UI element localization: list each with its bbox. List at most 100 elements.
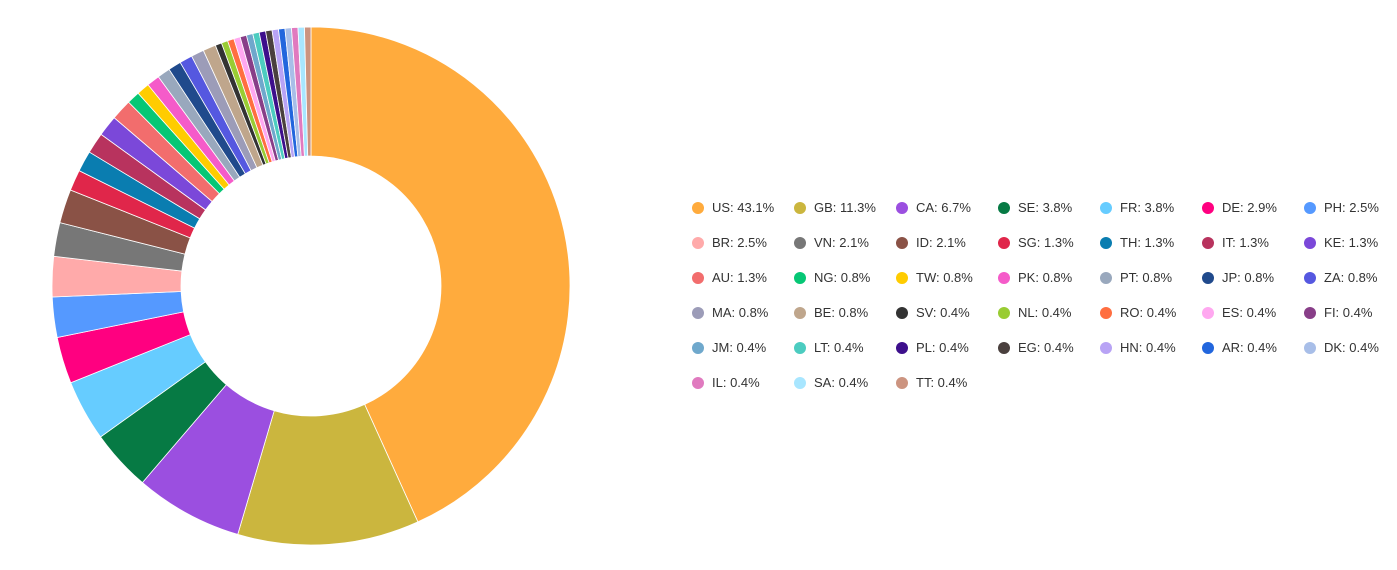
legend-label: NL: 0.4% (1018, 305, 1072, 320)
legend-label: DK: 0.4% (1324, 340, 1379, 355)
legend-dot (1100, 237, 1112, 249)
legend-item-id[interactable]: ID: 2.1% (896, 234, 998, 269)
legend-dot (1100, 272, 1112, 284)
legend-dot (998, 307, 1010, 319)
legend-dot (998, 342, 1010, 354)
legend-dot (692, 342, 704, 354)
legend-item-nl[interactable]: NL: 0.4% (998, 304, 1100, 339)
legend-item-tt[interactable]: TT: 0.4% (896, 374, 998, 409)
legend-label: PK: 0.8% (1018, 270, 1073, 285)
legend-dot (1304, 272, 1316, 284)
legend-label: BR: 2.5% (712, 235, 767, 250)
legend-label: HN: 0.4% (1120, 340, 1176, 355)
legend-item-ke[interactable]: KE: 1.3% (1304, 234, 1397, 269)
legend-item-sg[interactable]: SG: 1.3% (998, 234, 1100, 269)
legend-label: CA: 6.7% (916, 200, 971, 215)
legend-dot (1202, 342, 1214, 354)
legend-dot (896, 237, 908, 249)
legend-item-eg[interactable]: EG: 0.4% (998, 339, 1100, 374)
legend-label: AR: 0.4% (1222, 340, 1277, 355)
legend-label: SA: 0.4% (814, 375, 869, 390)
legend-item-ro[interactable]: RO: 0.4% (1100, 304, 1202, 339)
legend-item-pk[interactable]: PK: 0.8% (998, 269, 1100, 304)
legend-dot (998, 202, 1010, 214)
legend-item-gb[interactable]: GB: 11.3% (794, 199, 896, 234)
legend-item-ar[interactable]: AR: 0.4% (1202, 339, 1304, 374)
legend-dot (1304, 237, 1316, 249)
legend-label: SV: 0.4% (916, 305, 970, 320)
legend-item-sv[interactable]: SV: 0.4% (896, 304, 998, 339)
legend-dot (896, 307, 908, 319)
legend-item-vn[interactable]: VN: 2.1% (794, 234, 896, 269)
legend-label: MA: 0.8% (712, 305, 769, 320)
legend-label: TH: 1.3% (1120, 235, 1175, 250)
legend-label: ZA: 0.8% (1324, 270, 1378, 285)
legend-label: SE: 3.8% (1018, 200, 1073, 215)
legend-item-ng[interactable]: NG: 0.8% (794, 269, 896, 304)
legend-dot (1100, 307, 1112, 319)
legend-item-fr[interactable]: FR: 3.8% (1100, 199, 1202, 234)
legend-dot (794, 342, 806, 354)
legend-label: IT: 1.3% (1222, 235, 1269, 250)
legend-dot (896, 377, 908, 389)
legend-item-be[interactable]: BE: 0.8% (794, 304, 896, 339)
chart-legend: US: 43.1% GB: 11.3% CA: 6.7% SE: 3.8% FR: 3.… (692, 199, 1392, 409)
slice-tt[interactable] (304, 26, 312, 157)
legend-label: PH: 2.5% (1324, 200, 1379, 215)
legend-dot (692, 237, 704, 249)
legend-item-fi[interactable]: FI: 0.4% (1304, 304, 1397, 339)
legend-item-br[interactable]: BR: 2.5% (692, 234, 794, 269)
legend-label: TT: 0.4% (916, 375, 968, 390)
legend-label: EG: 0.4% (1018, 340, 1074, 355)
legend-item-tw[interactable]: TW: 0.8% (896, 269, 998, 304)
legend-item-il[interactable]: IL: 0.4% (692, 374, 794, 409)
legend-item-hn[interactable]: HN: 0.4% (1100, 339, 1202, 374)
legend-item-us[interactable]: US: 43.1% (692, 199, 794, 234)
legend-label: GB: 11.3% (814, 200, 876, 215)
legend-dot (896, 272, 908, 284)
legend-dot (794, 307, 806, 319)
legend-label: PT: 0.8% (1120, 270, 1173, 285)
legend-dot (692, 307, 704, 319)
legend-item-ph[interactable]: PH: 2.5% (1304, 199, 1397, 234)
legend-item-pt[interactable]: PT: 0.8% (1100, 269, 1202, 304)
legend-dot (1304, 202, 1316, 214)
legend-dot (692, 272, 704, 284)
legend-dot (794, 202, 806, 214)
legend-item-lt[interactable]: LT: 0.4% (794, 339, 896, 374)
legend-item-za[interactable]: ZA: 0.8% (1304, 269, 1397, 304)
legend-dot (1202, 307, 1214, 319)
legend-item-pl[interactable]: PL: 0.4% (896, 339, 998, 374)
legend-item-jm[interactable]: JM: 0.4% (692, 339, 794, 374)
legend-label: JM: 0.4% (712, 340, 767, 355)
legend-item-dk[interactable]: DK: 0.4% (1304, 339, 1397, 374)
legend-dot (1100, 202, 1112, 214)
legend-item-jp[interactable]: JP: 0.8% (1202, 269, 1304, 304)
legend-item-sa[interactable]: SA: 0.4% (794, 374, 896, 409)
legend-dot (692, 377, 704, 389)
legend-dot (1202, 272, 1214, 284)
legend-dot (998, 237, 1010, 249)
legend-label: FI: 0.4% (1324, 305, 1373, 320)
legend-dot (1202, 202, 1214, 214)
legend-item-ca[interactable]: CA: 6.7% (896, 199, 998, 234)
legend-label: KE: 1.3% (1324, 235, 1379, 250)
legend-item-ma[interactable]: MA: 0.8% (692, 304, 794, 339)
legend-item-se[interactable]: SE: 3.8% (998, 199, 1100, 234)
legend-label: JP: 0.8% (1222, 270, 1275, 285)
legend-label: ID: 2.1% (916, 235, 966, 250)
legend-item-th[interactable]: TH: 1.3% (1100, 234, 1202, 269)
legend-dot (896, 202, 908, 214)
legend-label: DE: 2.9% (1222, 200, 1277, 215)
legend-label: LT: 0.4% (814, 340, 864, 355)
legend-item-de[interactable]: DE: 2.9% (1202, 199, 1304, 234)
slice-us[interactable] (310, 26, 571, 523)
legend-item-es[interactable]: ES: 0.4% (1202, 304, 1304, 339)
legend-item-it[interactable]: IT: 1.3% (1202, 234, 1304, 269)
legend-label: SG: 1.3% (1018, 235, 1074, 250)
legend-item-au[interactable]: AU: 1.3% (692, 269, 794, 304)
legend-dot (1304, 342, 1316, 354)
legend-dot (794, 272, 806, 284)
legend-dot (794, 377, 806, 389)
legend-dot (1304, 307, 1316, 319)
